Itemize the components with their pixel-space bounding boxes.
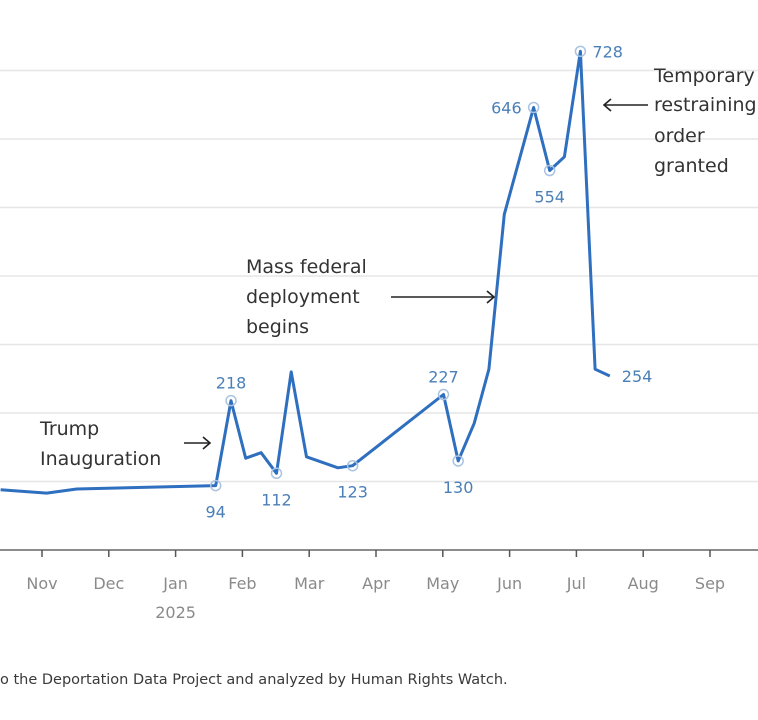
source-note: o the Deportation Data Project and analy… [0,672,508,688]
data-label: 218 [216,374,247,393]
annotation-inauguration-line-2: Inauguration [40,448,161,470]
point-marker [225,394,237,407]
annotation-inauguration: Trump Inauguration [39,418,212,470]
x-tick-label: Sep [695,574,725,593]
annotation-restraining-order: Temporary restraining order granted [602,65,757,177]
x-tick-label: Aug [628,574,659,593]
arrow-right-icon [391,290,496,304]
data-label: 646 [491,98,522,117]
series-line [0,49,611,495]
annotation-deployment-line-1: Mass federal [246,256,367,278]
x-tick-label: Mar [294,574,325,593]
data-label: 123 [337,483,368,502]
annotation-tro-line-1: Temporary [653,65,755,87]
data-labels: 94 218 112 123 227 130 646 554 728 254 [206,42,653,521]
x-tick-label: Jan [162,574,188,593]
arrow-left-icon [602,98,648,112]
x-axis-ticks: Nov Dec Jan 2025 Feb Mar Apr May Jun Jul Aug Sep [26,550,725,622]
x-tick-label: Jul [566,574,586,593]
arrow-right-icon [184,436,212,450]
x-tick-label: Nov [26,574,57,593]
point-marker [574,45,587,58]
annotation-deployment-line-3: begins [246,316,309,338]
annotation-inauguration-line-1: Trump [39,418,99,440]
annotation-deployment-line-2: deployment [246,286,360,308]
x-tick-label: Feb [228,574,256,593]
x-tick-label: Apr [362,574,390,593]
line-chart: Nov Dec Jan 2025 Feb Mar Apr May Jun Jul Aug Sep 94… [0,42,758,622]
x-tick-label: May [426,574,459,593]
annotation-deployment: Mass federal deployment begins [246,256,496,338]
x-tick-label: Jun [496,574,522,593]
point-marker [437,388,450,401]
point-marker [527,101,540,114]
x-tick-sublabel: 2025 [155,603,196,622]
gridlines [0,69,758,483]
point-marker [270,467,283,480]
annotation-tro-line-4: granted [654,155,729,177]
point-marker [543,164,556,177]
x-tick-label: Dec [93,574,124,593]
point-marker [452,455,464,467]
point-markers [209,45,587,492]
data-label: 112 [261,490,292,509]
data-label: 130 [443,478,474,497]
data-label: 728 [592,42,623,61]
annotation-tro-line-2: restraining [654,94,757,116]
data-label: 254 [622,367,653,386]
point-marker [346,459,359,472]
point-marker [209,479,222,492]
annotation-tro-line-3: order [654,125,705,147]
data-label: 94 [206,503,226,522]
data-label: 227 [428,368,459,387]
data-label: 554 [534,188,565,207]
